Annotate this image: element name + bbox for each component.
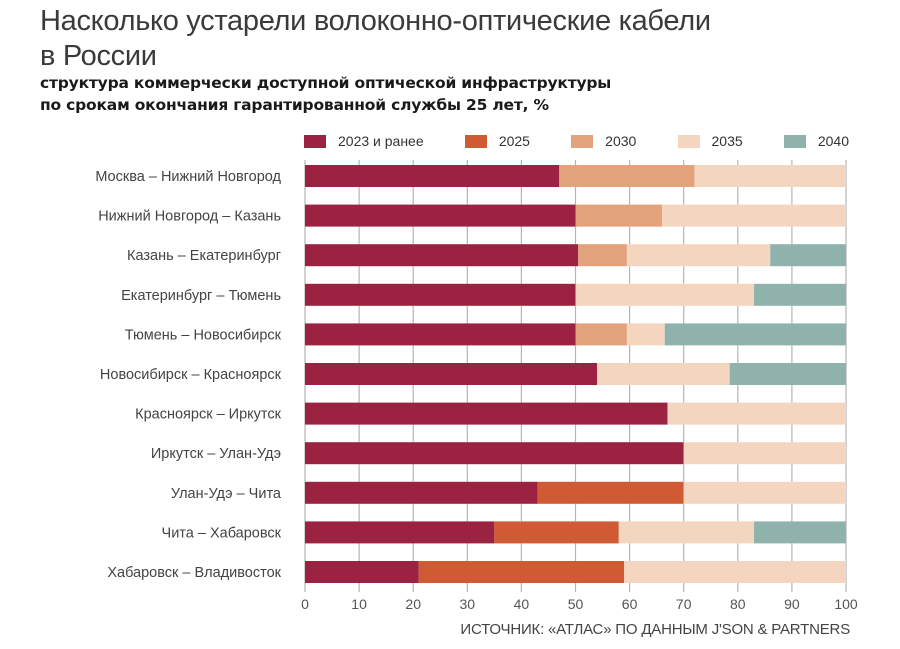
legend-label: 2023 и ранее [338, 133, 424, 149]
source-note: ИСТОЧНИК: «АТЛАС» ПО ДАННЫМ J'SON & PART… [460, 621, 850, 638]
chart-title-line-2: в России [40, 40, 157, 72]
legend-item-2025: 2025 [464, 133, 530, 149]
legend-item-2023: 2023 и ранее [304, 133, 424, 149]
category-label: Казань – Екатеринбург [127, 248, 281, 264]
chart-subtitle-line-1: структура коммерчески доступной оптическ… [40, 74, 612, 92]
x-tick-label: 60 [622, 596, 638, 612]
bar-segment [305, 165, 560, 187]
bar-segment [559, 165, 695, 187]
bar-segment [305, 363, 598, 385]
bar-segment [683, 481, 846, 504]
x-tick-label: 10 [351, 596, 367, 612]
legend-item-2040: 2040 [783, 133, 849, 149]
bar-segment [662, 204, 846, 227]
legend-label: 2025 [498, 133, 530, 149]
category-label: Иркутск – Улан-Удэ [151, 446, 281, 462]
bar-segment [618, 521, 755, 544]
legend-item-2035: 2035 [677, 133, 743, 149]
category-label: Тюмень – Новосибирск [125, 327, 282, 343]
bar-segment [575, 204, 663, 227]
bar-segment [537, 481, 684, 504]
x-axis-ticks: 0 10 20 30 40 50 60 70 80 90 100 [301, 596, 858, 612]
legend: 2023 и ранее 2025 2030 2035 2040 [304, 132, 849, 150]
bar-segment [770, 244, 846, 267]
category-label: Новосибирск – Красноярск [100, 367, 282, 383]
bar-segment [305, 481, 538, 504]
x-tick-label: 50 [568, 596, 584, 612]
chart-title: Насколько устарели волоконно-оптические … [40, 4, 711, 74]
bar-segment [664, 323, 846, 346]
bars [305, 165, 846, 583]
category-label: Нижний Новгород – Казань [98, 209, 281, 225]
bar-segment [729, 363, 846, 385]
legend-swatch [464, 134, 487, 148]
bar-segment [494, 521, 619, 544]
bar-segment [754, 283, 846, 306]
chart-subtitle: структура коммерчески доступной оптическ… [40, 72, 611, 116]
bar-segment [305, 561, 419, 583]
bar-segment [597, 363, 730, 385]
legend-label: 2040 [817, 133, 849, 149]
x-tick-label: 100 [834, 596, 858, 612]
x-tick-label: 0 [301, 596, 309, 612]
bar-segment [305, 521, 495, 544]
category-label: Чита – Хабаровск [162, 525, 282, 541]
category-label: Хабаровск – Владивосток [107, 565, 281, 581]
chart-subtitle-line-2: по срокам окончания гарантированной служ… [40, 96, 549, 114]
legend-label: 2035 [711, 133, 743, 149]
category-label: Улан-Удэ – Чита [171, 486, 282, 502]
legend-swatch [304, 134, 326, 148]
bar-segment [694, 165, 846, 187]
legend-label: 2030 [605, 133, 637, 149]
bar-segment [626, 323, 665, 346]
x-tick-label: 30 [460, 596, 476, 612]
bar-segment [305, 323, 576, 346]
legend-swatch [783, 134, 806, 148]
bar-segment [305, 283, 576, 306]
bar-segment [575, 323, 627, 346]
bar-segment [624, 561, 846, 583]
bar-segment [754, 521, 846, 544]
legend-item-2030: 2030 [571, 133, 636, 149]
bar-segment [626, 244, 771, 267]
bar-segment [667, 402, 846, 425]
bar-segment [683, 442, 846, 465]
bar-segment [578, 244, 627, 267]
category-label: Красноярск – Иркутск [135, 407, 281, 423]
x-tick-label: 80 [730, 596, 746, 612]
bar-segment [305, 442, 684, 465]
x-tick-label: 20 [405, 596, 421, 612]
x-tick-label: 70 [676, 596, 692, 612]
bar-segment [305, 244, 579, 267]
bar-segment [575, 283, 755, 306]
bar-segment [418, 561, 625, 583]
x-tick-label: 90 [784, 596, 800, 612]
category-labels: Москва – Нижний Новгород Нижний Новгород … [95, 169, 282, 581]
category-label: Екатеринбург – Тюмень [121, 288, 281, 304]
chart-title-line-1: Насколько устарели волоконно-оптические … [40, 5, 711, 37]
bar-segment [305, 204, 576, 227]
x-tick-label: 40 [514, 596, 530, 612]
category-label: Москва – Нижний Новгород [95, 169, 281, 185]
legend-swatch [571, 134, 594, 148]
bar-segment [305, 402, 668, 425]
legend-swatch [677, 134, 700, 148]
